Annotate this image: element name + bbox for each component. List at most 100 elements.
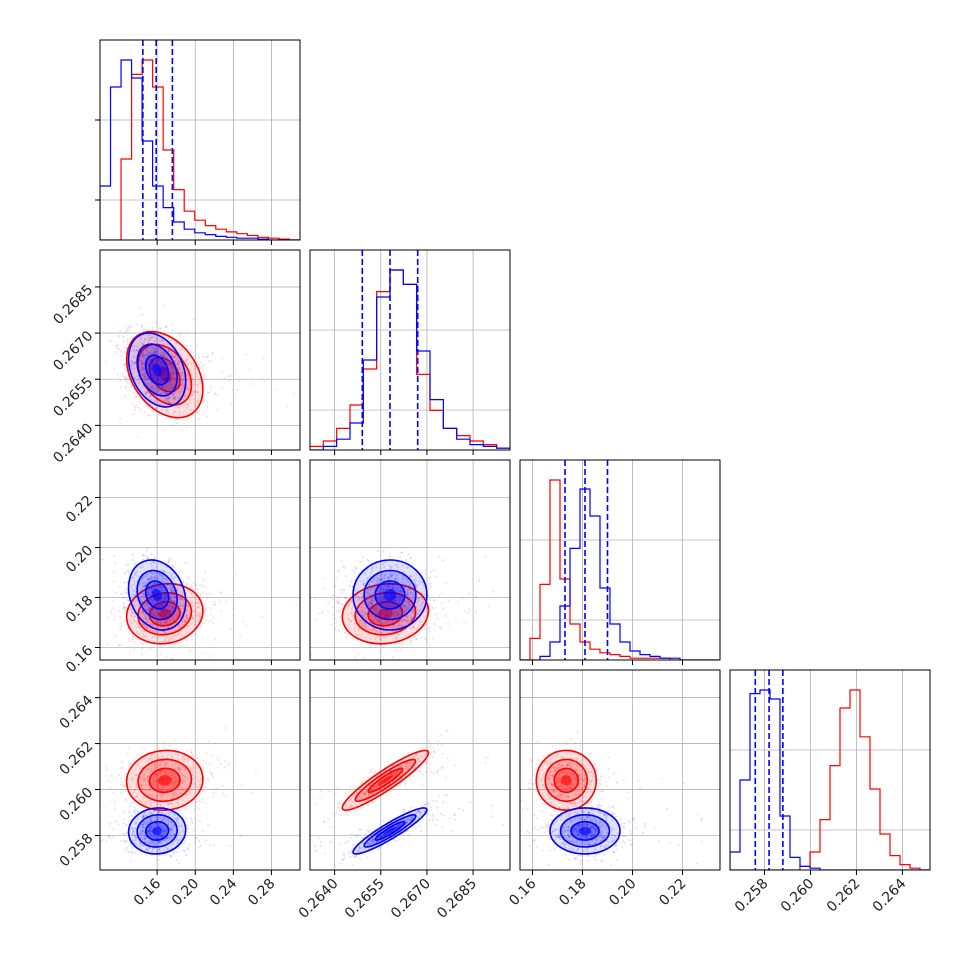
scatter-point [157,385,160,388]
scatter-point [421,581,424,584]
scatter-point [150,368,153,371]
scatter-point [185,629,188,632]
scatter-point [409,587,412,590]
scatter-point [154,623,157,626]
scatter-point [151,577,154,580]
scatter-point [144,748,147,751]
scatter-point [163,769,166,772]
scatter-point [162,599,165,602]
scatter-point [147,578,150,581]
scatter-point [220,609,223,612]
scatter-point [132,344,135,347]
scatter-point [178,367,181,370]
scatter-point [169,359,172,362]
scatter-point [132,558,135,561]
scatter-point [147,585,150,588]
scatter-point [153,618,156,621]
scatter-point [171,586,174,589]
scatter-point [156,774,159,777]
scatter-point [142,643,145,646]
scatter-point [155,359,158,362]
scatter-point [163,825,166,828]
scatter-point [139,597,142,600]
scatter-point [166,795,169,798]
scatter-point [370,596,373,599]
scatter-point [179,353,182,356]
scatter-point [339,619,342,622]
scatter-point [395,610,398,613]
scatter-point [129,778,132,781]
scatter-point [393,610,396,613]
scatter-point [195,602,198,605]
scatter-point [201,652,204,655]
scatter-point [392,573,395,576]
scatter-point [205,597,208,600]
scatter-point [138,777,141,780]
scatter-point [160,825,163,828]
scatter-point [187,375,190,378]
scatter-point [125,380,128,383]
scatter-point [143,779,146,782]
scatter-point [156,380,159,383]
scatter-point [195,801,198,804]
scatter-point [178,384,181,387]
scatter-point [145,377,148,380]
scatter-point [156,612,159,615]
scatter-point [125,591,128,594]
scatter-point [211,773,214,776]
scatter-point [161,575,164,578]
scatter-point [146,848,149,851]
scatter-point [119,355,122,358]
scatter-point [178,386,181,389]
scatter-point [165,384,168,387]
scatter-point [399,590,402,593]
scatter-point [119,615,122,618]
scatter-point [164,640,167,643]
scatter-point [162,598,165,601]
scatter-point [169,622,172,625]
scatter-point [159,787,162,790]
scatter-point [197,807,200,810]
scatter-point [133,839,136,842]
scatter-point [356,590,359,593]
scatter-point [356,614,359,617]
scatter-point [165,837,168,840]
scatter-point [160,613,163,616]
scatter-point [170,781,173,784]
scatter-point [163,377,166,380]
scatter-point [164,764,167,767]
scatter-point [149,622,152,625]
scatter-point [152,387,155,390]
scatter-point [176,639,179,642]
scatter-point [159,353,162,356]
scatter-point [182,580,185,583]
scatter-point [173,596,176,599]
scatter-point [145,351,148,354]
scatter-point [180,825,183,828]
scatter-point [180,332,183,335]
scatter-point [382,626,385,629]
scatter-point [141,610,144,613]
scatter-point [141,343,144,346]
scatter-point [168,602,171,605]
scatter-point [156,757,159,760]
scatter-point [205,619,208,622]
scatter-point [150,577,153,580]
scatter-point [176,614,179,617]
scatter-point [170,354,173,357]
scatter-point [386,604,389,607]
scatter-point [390,573,393,576]
scatter-point [181,348,184,351]
scatter-point [169,597,172,600]
scatter-point [194,613,197,616]
scatter-point [141,601,144,604]
scatter-point [154,582,157,585]
scatter-point [350,612,353,615]
scatter-point [166,361,169,364]
scatter-point [160,633,163,636]
scatter-point [425,623,428,626]
scatter-point [152,387,155,390]
scatter-point [148,596,151,599]
scatter-point [153,780,156,783]
scatter-point [376,630,379,633]
